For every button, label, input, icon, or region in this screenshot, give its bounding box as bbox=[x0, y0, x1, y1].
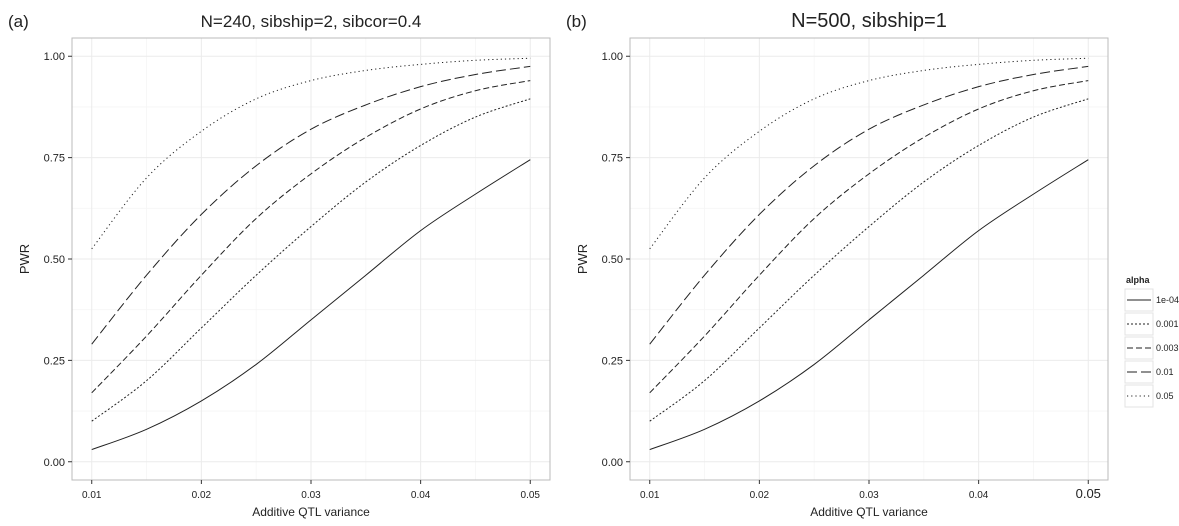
legend-label: 0.05 bbox=[1156, 391, 1174, 401]
x-tick-label: 0.01 bbox=[640, 490, 660, 501]
y-tick-label: 1.00 bbox=[602, 51, 623, 63]
series-line-1e-04 bbox=[649, 159, 1089, 451]
y-axis-label: PWR bbox=[575, 244, 590, 274]
x-tick-label: 0.01 bbox=[82, 490, 102, 501]
series-line-0-003 bbox=[91, 80, 531, 394]
y-tick-label: 0.25 bbox=[44, 355, 65, 367]
y-tick-label: 0.50 bbox=[602, 254, 623, 266]
x-tick-label: 0.04 bbox=[969, 490, 989, 501]
series-line-1e-04 bbox=[91, 159, 531, 451]
y-tick-label: 0.75 bbox=[602, 153, 623, 165]
x-tick-label: 0.03 bbox=[859, 490, 879, 501]
chart-title: N=240, sibship=2, sibcor=0.4 bbox=[201, 12, 422, 31]
x-tick-label: 0.02 bbox=[192, 490, 212, 501]
series-line-0-01 bbox=[91, 65, 531, 345]
legend-label: 0.003 bbox=[1156, 343, 1179, 353]
x-tick-label: 0.02 bbox=[750, 490, 770, 501]
chart-title: N=500, sibship=1 bbox=[791, 10, 947, 32]
legend-label: 0.01 bbox=[1156, 367, 1174, 377]
y-tick-label: 0.00 bbox=[44, 457, 65, 469]
series-line-0-001 bbox=[91, 98, 531, 422]
y-tick-label: 0.00 bbox=[602, 457, 623, 469]
legend-key-box bbox=[1124, 360, 1154, 384]
series-line-0-01 bbox=[649, 65, 1089, 345]
legend-title: alpha bbox=[1126, 275, 1151, 285]
y-tick-label: 0.50 bbox=[44, 254, 65, 266]
series-group bbox=[649, 57, 1089, 451]
series-group bbox=[91, 57, 531, 451]
legend-key-box bbox=[1124, 384, 1154, 408]
panel-label: (b) bbox=[566, 12, 587, 31]
y-tick-label: 0.75 bbox=[44, 153, 65, 165]
x-tick-label: 0.04 bbox=[411, 490, 431, 501]
series-line-0-003 bbox=[649, 80, 1089, 394]
y-tick-label: 0.25 bbox=[602, 355, 623, 367]
x-tick-label: 0.03 bbox=[301, 490, 321, 501]
x-tick-label: 0.05 bbox=[1076, 486, 1101, 501]
x-axis-label: Additive QTL variance bbox=[810, 505, 928, 519]
x-tick-label: 0.05 bbox=[521, 490, 541, 501]
series-line-0-05 bbox=[649, 57, 1089, 250]
y-axis-label: PWR bbox=[17, 244, 32, 274]
series-line-0-001 bbox=[649, 98, 1089, 422]
panel-label: (a) bbox=[8, 12, 29, 31]
series-line-0-05 bbox=[91, 57, 531, 250]
legend-label: 1e-04 bbox=[1156, 295, 1179, 305]
x-axis-label: Additive QTL variance bbox=[252, 505, 370, 519]
y-tick-label: 1.00 bbox=[44, 51, 65, 63]
legend-label: 0.001 bbox=[1156, 319, 1179, 329]
